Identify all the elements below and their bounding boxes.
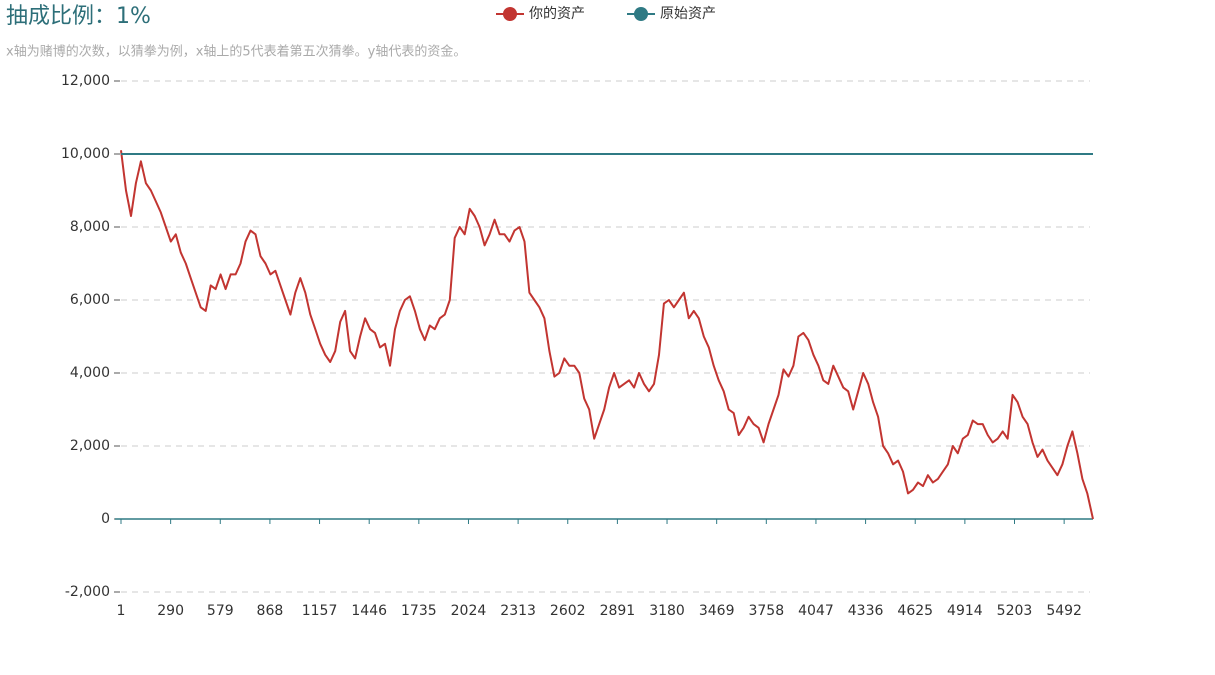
x-tick-label: 5203	[997, 603, 1033, 619]
y-tick-label: 0	[101, 511, 110, 527]
x-tick-label: 5492	[1046, 603, 1082, 619]
x-tick-label: 4914	[947, 603, 983, 619]
y-tick-label: 8,000	[70, 219, 110, 235]
legend-label: 你的资产	[529, 6, 585, 22]
x-tick-label: 4336	[848, 603, 884, 619]
x-tick-label: 2313	[500, 603, 536, 619]
y-tick-label: -2,000	[65, 584, 110, 600]
legend-item: 你的资产	[496, 6, 585, 22]
x-tick-label: 2891	[600, 603, 636, 619]
x-tick-label: 3469	[699, 603, 735, 619]
x-tick-label: 290	[157, 603, 184, 619]
x-tick-label: 2024	[451, 603, 487, 619]
y-tick-label: 6,000	[70, 292, 110, 308]
y-tick-label: 4,000	[70, 365, 110, 381]
x-tick-label: 3180	[649, 603, 685, 619]
x-tick-label: 868	[257, 603, 284, 619]
x-tick-label: 4625	[897, 603, 933, 619]
chart-subtitle: x轴为赌博的次数，以猜拳为例，x轴上的5代表着第五次猜拳。y轴代表的资金。	[6, 44, 466, 60]
y-tick-label: 2,000	[70, 438, 110, 454]
x-tick-label: 1446	[351, 603, 387, 619]
series-line	[120, 150, 1094, 520]
x-tick-label: 2602	[550, 603, 586, 619]
chart-title: 抽成比例：1%	[6, 4, 151, 29]
legend-item: 原始资产	[627, 6, 716, 22]
legend-label: 原始资产	[660, 6, 716, 22]
x-tick-label: 3758	[748, 603, 784, 619]
legend-marker	[634, 7, 648, 21]
x-tick-label: 1735	[401, 603, 437, 619]
x-tick-label: 1157	[302, 603, 338, 619]
legend-marker	[503, 7, 517, 21]
y-tick-label: 10,000	[61, 146, 110, 162]
x-tick-label: 579	[207, 603, 234, 619]
x-tick-label: 1	[117, 603, 126, 619]
x-tick-label: 4047	[798, 603, 834, 619]
y-tick-label: 12,000	[61, 73, 110, 89]
